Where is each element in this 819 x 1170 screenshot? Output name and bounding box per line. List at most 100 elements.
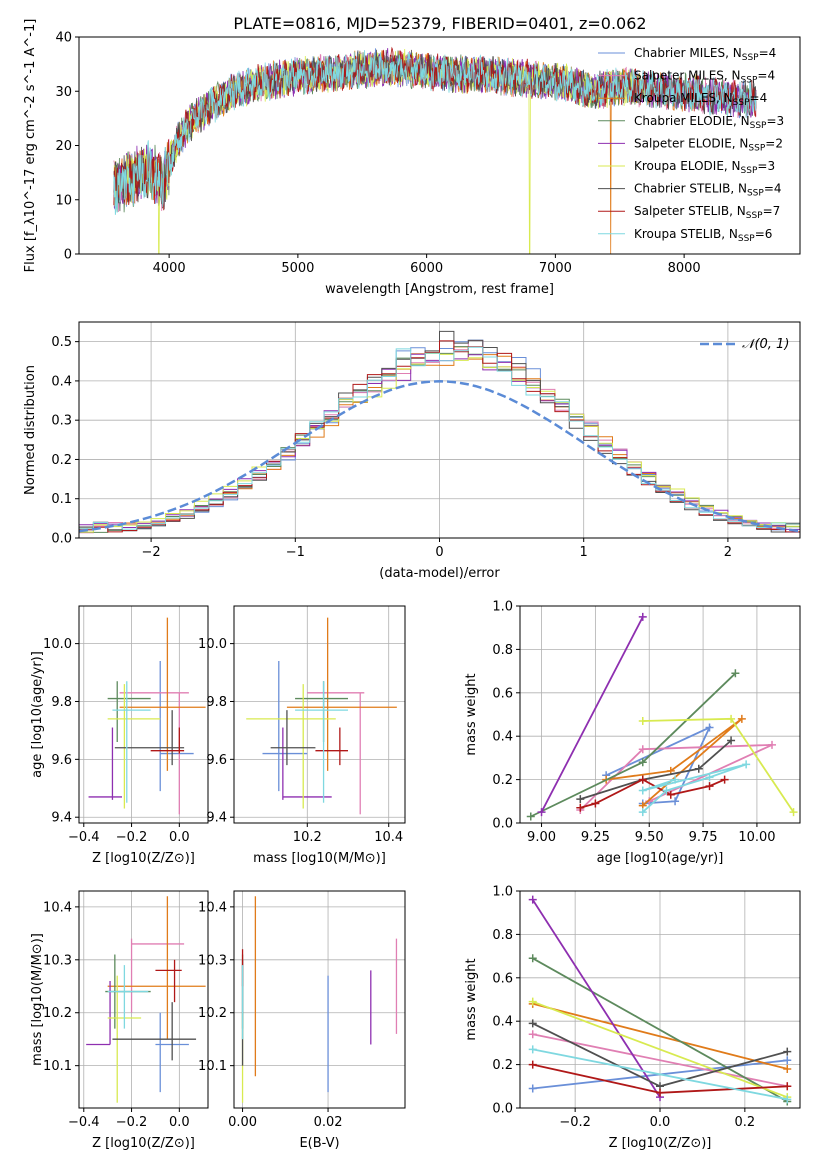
legend-label-5: Kroupa ELODIE, NSSP=3 [634, 159, 775, 176]
legend-subscript: SSP [738, 234, 755, 244]
weight-line-3 [530, 672, 737, 818]
y-axis-label: Flux [f_λ10^-17 erg cm^-2 s^-1 A^-1] [23, 19, 38, 273]
legend-subscript: SSP [746, 211, 763, 221]
weight-line-3 [532, 957, 788, 1103]
histogram-7 [79, 340, 800, 533]
weight-marker [537, 808, 546, 817]
legend-count: =4 [757, 69, 775, 83]
legend-label-3: Chabrier ELODIE, NSSP=3 [634, 114, 784, 131]
y-tick-label: 10 [55, 193, 72, 208]
weight-marker [528, 954, 537, 963]
errorbar-point-5 [246, 684, 336, 809]
y-tick-label: 0.8 [492, 643, 513, 658]
weight-marker [591, 799, 600, 808]
legend: Chabrier MILES, N SSP =4 Salpeter MILES, N S… [598, 46, 784, 244]
errorbar-point-1 [130, 938, 185, 1013]
x-tick-label: −0.4 [68, 1115, 100, 1130]
plot-area [113, 46, 757, 254]
x-axis-label: wavelength [Angstrom, rest frame] [325, 282, 554, 297]
weight-marker [783, 1095, 792, 1104]
axes-frame [78, 890, 209, 1109]
axes-frame [233, 605, 406, 824]
weight-marker [705, 782, 714, 791]
y-axis-label: mass weight [464, 673, 479, 755]
x-axis-label: age [log10(age/yr)] [597, 851, 724, 866]
weight-marker [638, 717, 647, 726]
weight-marker [666, 790, 675, 799]
panel-mass-vs-ebv: 0.00 0.02 10.1 10.2 10.3 10.4 E(B-V) [198, 890, 406, 1151]
errorbar-point-3 [107, 681, 151, 742]
weight-marker [526, 812, 535, 821]
y-axis-label: age [log10(age/yr)] [30, 651, 45, 778]
y-tick-label: 1.0 [492, 600, 513, 615]
x-axis-label: E(B-V) [299, 1136, 339, 1151]
x-tick-label: 2 [724, 545, 732, 560]
legend-count: =2 [765, 136, 783, 150]
weight-line-8 [532, 1048, 788, 1101]
y-tick-label: 0.5 [51, 335, 72, 350]
weight-marker [671, 797, 680, 806]
x-tick-label: 10.2 [293, 830, 322, 845]
legend-subscript: SSP [747, 189, 764, 199]
errorbar-point-8 [107, 965, 149, 1029]
x-tick-label: 0.0 [169, 830, 190, 845]
legend-text: Chabrier MILES, N [634, 46, 742, 60]
weight-line-5 [642, 717, 795, 813]
x-tick-label: 10.4 [374, 830, 403, 845]
y-tick-label: 9.8 [206, 695, 227, 710]
spectrum-line-8 [113, 50, 757, 215]
errorbar-point-7 [150, 727, 185, 754]
x-axis-label: Z [log10(Z/Z⊙)] [92, 1136, 195, 1151]
weight-marker [727, 714, 736, 723]
errorbar-point-8 [112, 681, 151, 803]
errorbar-point-1 [307, 692, 365, 815]
x-tick-label: 9.25 [581, 830, 610, 845]
y-axis-label: mass [log10(M/M⊙)] [30, 933, 45, 1066]
x-tick-label: 5000 [281, 261, 314, 276]
legend-label-8: Kroupa STELIB, NSSP=6 [634, 227, 772, 244]
legend-count: =6 [755, 227, 773, 241]
panel-residuals: −2 −1 0 1 2 0.0 0.1 0.2 0.3 0.4 0.5 (data-model)/er… [23, 321, 801, 581]
weight-line-2 [532, 1002, 788, 1070]
x-axis-label: (data-model)/error [379, 566, 500, 581]
errorbar-point-0 [262, 660, 308, 792]
legend-text: Salpeter MILES, N [634, 69, 741, 83]
y-tick-label: 0.4 [492, 1015, 513, 1030]
y-tick-label: 9.6 [206, 753, 227, 768]
y-tick-label: 0.8 [492, 928, 513, 943]
panel-weights-vs-Z: −0.2 0.0 0.2 0.0 0.2 0.4 0.6 0.8 1.0 Z [log10(Z/Z… [464, 885, 801, 1151]
weight-marker [662, 786, 671, 795]
y-tick-label: 10.2 [198, 1006, 227, 1021]
plot-area [88, 617, 206, 815]
figure-title: PLATE=0816, MJD=52379, FIBERID=0401, z=0… [233, 14, 646, 33]
weight-marker [705, 773, 714, 782]
weight-line-2 [606, 718, 743, 807]
weight-line-4 [531, 899, 661, 1098]
y-tick-label: 10.1 [43, 1059, 72, 1074]
x-tick-label: −0.2 [559, 1115, 591, 1130]
x-tick-label: 9.00 [527, 830, 556, 845]
weight-marker [671, 775, 680, 784]
weight-marker [638, 775, 647, 784]
weight-marker [742, 760, 751, 769]
weight-marker [705, 723, 714, 732]
x-tick-label: 10.00 [738, 830, 775, 845]
weight-line-5 [532, 1000, 788, 1099]
weight-marker [528, 1084, 537, 1093]
y-tick-label: 9.8 [51, 695, 72, 710]
legend-subscript: SSP [733, 98, 750, 108]
x-tick-label: 9.75 [689, 830, 718, 845]
y-tick-label: 10.4 [198, 900, 227, 915]
y-tick-label: 10.2 [43, 1006, 72, 1021]
x-tick-label: 4000 [153, 261, 186, 276]
x-tick-label: 0.2 [735, 1115, 756, 1130]
errorbar-point-8 [295, 681, 348, 803]
y-tick-label: 0.0 [492, 1102, 513, 1117]
legend-label-7: Salpeter STELIB, NSSP=7 [634, 204, 780, 221]
y-tick-label: 30 [55, 85, 72, 100]
y-axis-label: Normed distribution [23, 365, 38, 495]
legend-subscript: SSP [750, 121, 767, 131]
weight-marker [731, 669, 740, 678]
x-tick-label: −0.2 [116, 1115, 148, 1130]
legend-text: Salpeter STELIB, N [634, 204, 746, 218]
